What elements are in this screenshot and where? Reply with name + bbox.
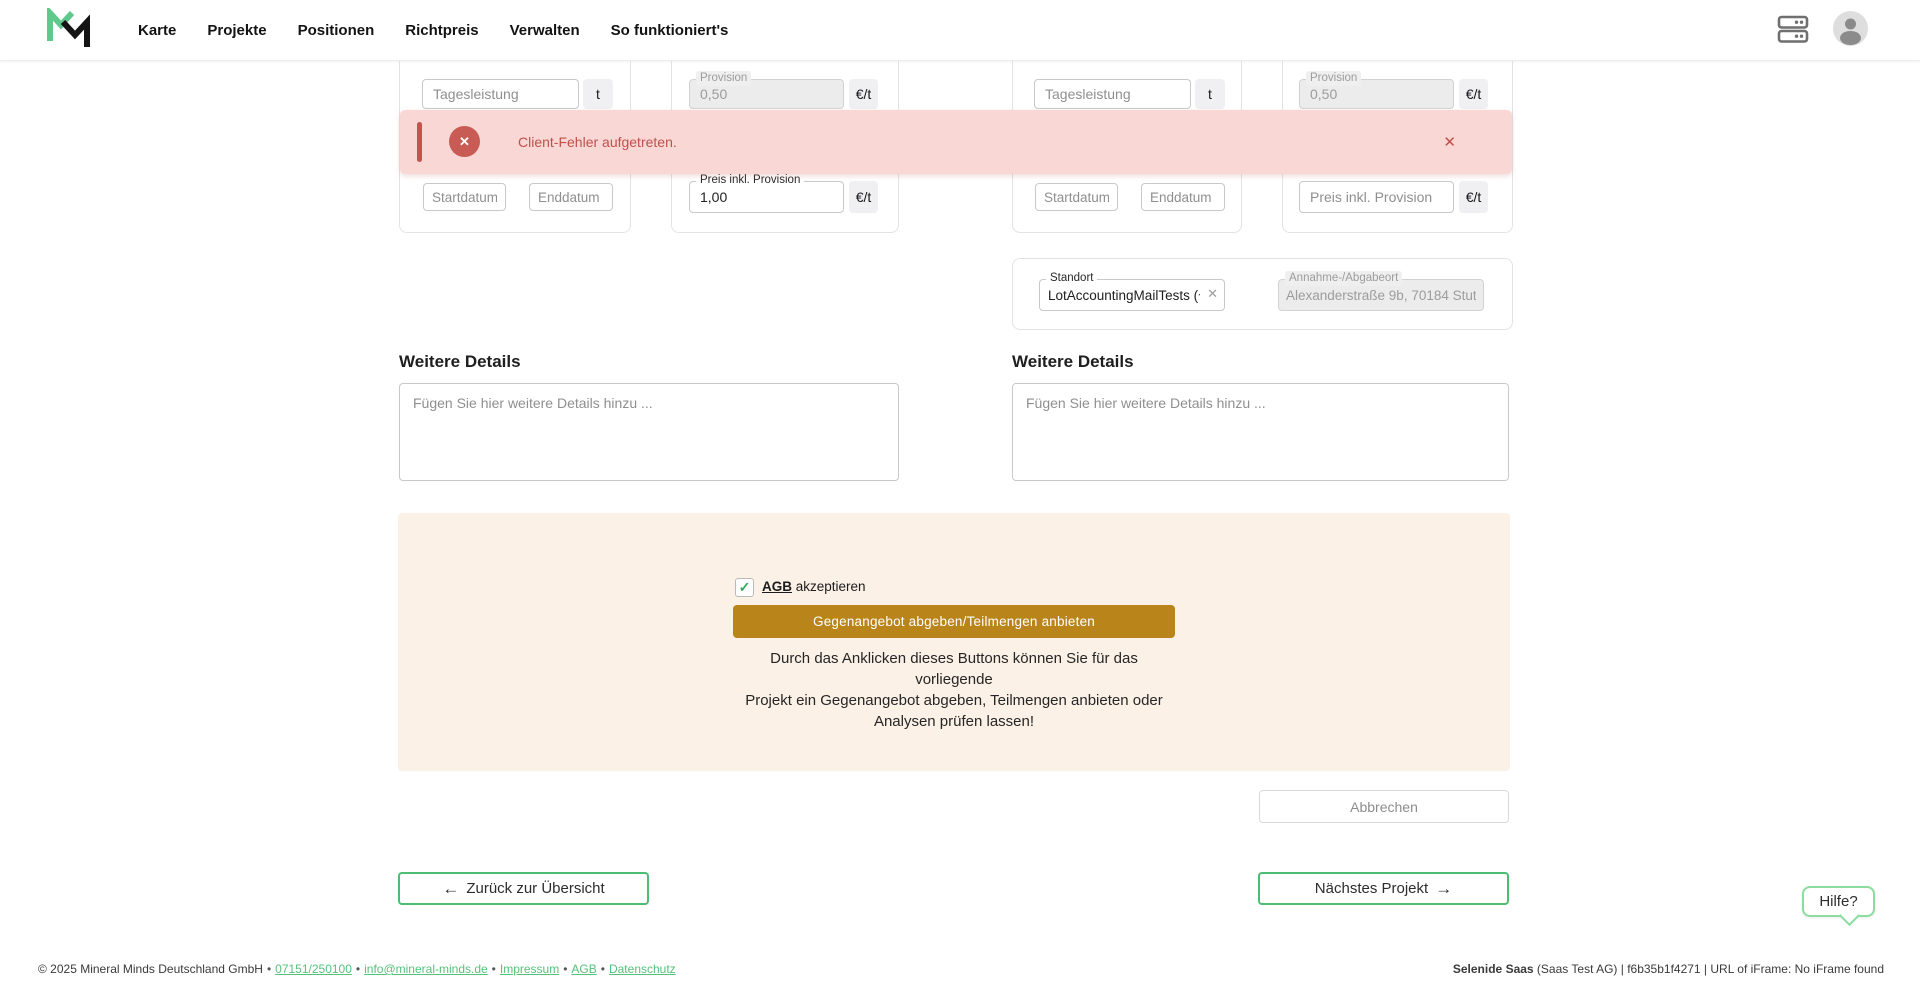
standort-card: Standort ✕ Annahme-/Abgabeort <box>1012 258 1513 330</box>
top-navbar: Karte Projekte Positionen Richtpreis Ver… <box>0 0 1920 61</box>
submit-offer-button[interactable]: Gegenangebot abgeben/Teilmengen anbieten <box>733 605 1175 638</box>
offer-submit-section: ✓ AGB akzeptieren Gegenangebot abgeben/T… <box>398 513 1510 771</box>
agb-checkbox[interactable]: ✓ <box>735 578 754 597</box>
footer-left: © 2025 Mineral Minds Deutschland GmbH • 07… <box>38 962 676 976</box>
left-details-title: Weitere Details <box>399 352 521 371</box>
left-startdatum-input[interactable] <box>423 183 506 211</box>
left-details-textarea[interactable] <box>399 383 899 481</box>
left-tagesleistung-unit: t <box>583 79 613 109</box>
phone-link[interactable]: 07151/250100 <box>275 962 352 976</box>
mineral-minds-logo[interactable] <box>46 5 92 57</box>
right-provision-unit: €/t <box>1459 79 1488 109</box>
right-provision-label: Provision <box>1306 71 1362 86</box>
error-toast: ✕ Client-Fehler aufgetreten. ✕ <box>400 110 1512 174</box>
agb-label: AGB akzeptieren <box>762 579 866 594</box>
toast-close-icon[interactable]: ✕ <box>1443 134 1456 151</box>
agb-footer-link[interactable]: AGB <box>571 962 597 976</box>
left-provision-label: Provision <box>696 71 752 86</box>
abgabeort-label: Annahme-/Abgabeort <box>1285 271 1403 286</box>
right-details-title: Weitere Details <box>1012 352 1134 371</box>
right-provision-field <box>1299 79 1454 109</box>
left-tagesleistung-input[interactable] <box>422 79 579 109</box>
right-preis-unit: €/t <box>1459 181 1488 213</box>
right-preis-input[interactable] <box>1299 181 1454 213</box>
nav-item-positionen[interactable]: Positionen <box>297 22 375 39</box>
submit-description: Durch das Anklicken dieses Buttons könne… <box>745 650 1163 730</box>
right-startdatum-input[interactable] <box>1035 183 1118 211</box>
check-icon: ✓ <box>738 579 751 595</box>
email-link[interactable]: info@mineral-minds.de <box>364 962 488 976</box>
main-nav: Karte Projekte Positionen Richtpreis Ver… <box>138 0 728 61</box>
left-provision-unit: €/t <box>849 79 878 109</box>
error-icon: ✕ <box>449 126 480 157</box>
right-tagesleistung-input[interactable] <box>1034 79 1191 109</box>
left-preis-unit: €/t <box>849 181 878 213</box>
user-avatar[interactable] <box>1833 11 1868 46</box>
standort-clear-icon[interactable]: ✕ <box>1207 286 1218 301</box>
right-enddatum-input[interactable] <box>1141 183 1225 211</box>
error-accent-bar <box>417 122 422 162</box>
next-project-button[interactable]: Nächstes Projekt → <box>1258 872 1509 905</box>
server-icon[interactable] <box>1776 13 1810 50</box>
right-tagesleistung-unit: t <box>1195 79 1225 109</box>
environment-info: Selenide Saas (Saas Test AG) | f6b35b1f4… <box>1452 962 1884 976</box>
nav-item-karte[interactable]: Karte <box>138 22 177 39</box>
nav-item-richtpreis[interactable]: Richtpreis <box>405 22 479 39</box>
error-message: Client-Fehler aufgetreten. <box>518 134 677 150</box>
impressum-link[interactable]: Impressum <box>499 962 560 976</box>
nav-item-projekte[interactable]: Projekte <box>207 22 267 39</box>
nav-item-so-funktionierts[interactable]: So funktioniert's <box>610 22 729 39</box>
arrow-right-icon: → <box>1435 879 1453 898</box>
help-bubble[interactable]: Hilfe? <box>1802 886 1875 917</box>
left-preis-label: Preis inkl. Provision <box>696 173 805 188</box>
nav-item-verwalten[interactable]: Verwalten <box>509 22 580 39</box>
standort-label: Standort <box>1046 271 1098 286</box>
right-details-textarea[interactable] <box>1012 383 1509 481</box>
cancel-button[interactable]: Abbrechen <box>1259 790 1509 823</box>
arrow-left-icon: ← <box>442 879 460 898</box>
back-to-overview-button[interactable]: ← Zurück zur Übersicht <box>398 872 649 905</box>
copyright-text: © 2025 Mineral Minds Deutschland GmbH <box>38 962 263 976</box>
agb-link[interactable]: AGB <box>762 579 792 594</box>
left-enddatum-input[interactable] <box>529 183 613 211</box>
datenschutz-link[interactable]: Datenschutz <box>608 962 676 976</box>
